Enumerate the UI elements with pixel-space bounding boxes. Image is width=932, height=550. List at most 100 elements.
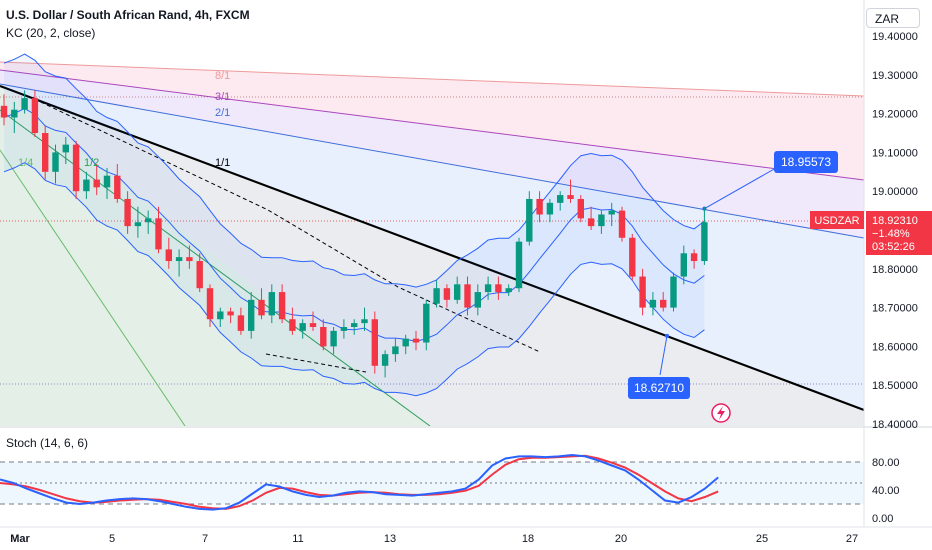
candle: [546, 198, 554, 223]
candle-body: [320, 327, 327, 347]
keltner-upper: [3, 53, 705, 288]
candle-body: [464, 284, 471, 308]
candle-body: [618, 210, 626, 238]
candle-body: [21, 98, 28, 110]
x-tick-label: 11: [292, 533, 303, 545]
last-price-box: [866, 211, 932, 255]
candle: [701, 206, 708, 265]
candle: [155, 206, 162, 254]
candle: [42, 125, 49, 180]
candle: [248, 292, 255, 339]
candle: [124, 191, 131, 234]
candle: [196, 253, 203, 293]
candle-body: [484, 284, 492, 293]
candle: [11, 101, 18, 133]
candle-body: [258, 299, 265, 316]
candle: [464, 276, 471, 316]
candle-body: [175, 257, 183, 262]
candle-body: [361, 319, 368, 324]
candle-body: [206, 288, 214, 320]
candle: [680, 245, 687, 285]
candle: [175, 249, 183, 277]
candle-body: [93, 179, 100, 188]
stoch-d-line: [0, 454, 719, 510]
y-tick-label: 19.00000: [872, 186, 918, 198]
candle: [515, 237, 523, 293]
candle: [536, 191, 543, 223]
fan-line-2-1: [0, 83, 864, 239]
candle: [660, 292, 667, 312]
candle-body: [690, 253, 698, 262]
candle-body: [423, 303, 430, 343]
callout-low-box: [628, 377, 690, 399]
y-tick-label: 18.50000: [872, 380, 918, 392]
candle: [402, 334, 409, 355]
candle: [577, 195, 584, 223]
candle-body: [278, 292, 286, 320]
candle-body: [62, 144, 69, 153]
candle-body: [114, 175, 121, 199]
fan-line-1-2: [0, 109, 431, 426]
price-tag: USDZAR 18.92310−1.48%03:52:26: [810, 211, 932, 255]
candle: [639, 268, 646, 316]
stoch-label[interactable]: Stoch (14, 6, 6): [6, 436, 89, 450]
x-tick-label: 13: [384, 533, 396, 545]
x-tick-label: 27: [846, 533, 858, 545]
stoch-y-tick: 80.00: [872, 457, 900, 469]
candle: [474, 284, 481, 316]
candle: [145, 210, 152, 234]
candle: [557, 191, 564, 211]
y-tick-label: 19.40000: [872, 31, 918, 43]
candle: [52, 144, 59, 184]
fib-label: 2/1: [215, 107, 230, 119]
fib-label: 1/4: [18, 157, 33, 169]
candle: [629, 233, 636, 281]
candle: [258, 288, 265, 320]
candle-body: [165, 249, 172, 262]
y-tick-label: 19.10000: [872, 147, 918, 159]
candle-body: [217, 311, 224, 320]
candle: [0, 94, 8, 126]
candle: [134, 206, 142, 238]
candle-body: [629, 237, 636, 277]
candle: [186, 245, 193, 269]
indicator-label[interactable]: KC (20, 2, close): [6, 26, 96, 40]
candle: [330, 327, 337, 355]
candle-body: [515, 241, 523, 289]
candle-body: [526, 198, 533, 242]
candle-body: [340, 327, 348, 331]
y-tick-label: 18.70000: [872, 303, 918, 315]
candle-body: [557, 195, 564, 203]
candle-body: [0, 105, 8, 118]
candle: [93, 164, 100, 196]
candle-body: [248, 299, 255, 331]
candle: [423, 299, 430, 351]
candle-body: [443, 288, 451, 300]
candle: [103, 167, 111, 199]
candle: [484, 276, 492, 300]
callout-high-line: [704, 167, 777, 210]
candle: [412, 330, 420, 351]
x-tick-label: 5: [109, 533, 115, 545]
candle: [83, 171, 90, 199]
fan-zone-purple: [0, 70, 864, 238]
currency-selector[interactable]: ZAR: [866, 8, 920, 28]
candle-body: [649, 299, 657, 308]
candle-body: [103, 175, 111, 188]
candle: [320, 319, 327, 351]
candle: [289, 307, 296, 335]
candle-body: [299, 323, 306, 331]
candle-body: [124, 198, 131, 227]
candle-body: [587, 218, 595, 227]
candle: [381, 350, 389, 378]
fib-label: 3/1: [215, 91, 230, 103]
candle-body: [402, 338, 409, 347]
candle: [587, 206, 595, 230]
candle-body: [186, 257, 193, 262]
candle: [454, 276, 461, 304]
candle: [206, 284, 214, 327]
candle-body: [145, 218, 152, 223]
candle: [690, 249, 698, 269]
candle-body: [412, 338, 420, 343]
